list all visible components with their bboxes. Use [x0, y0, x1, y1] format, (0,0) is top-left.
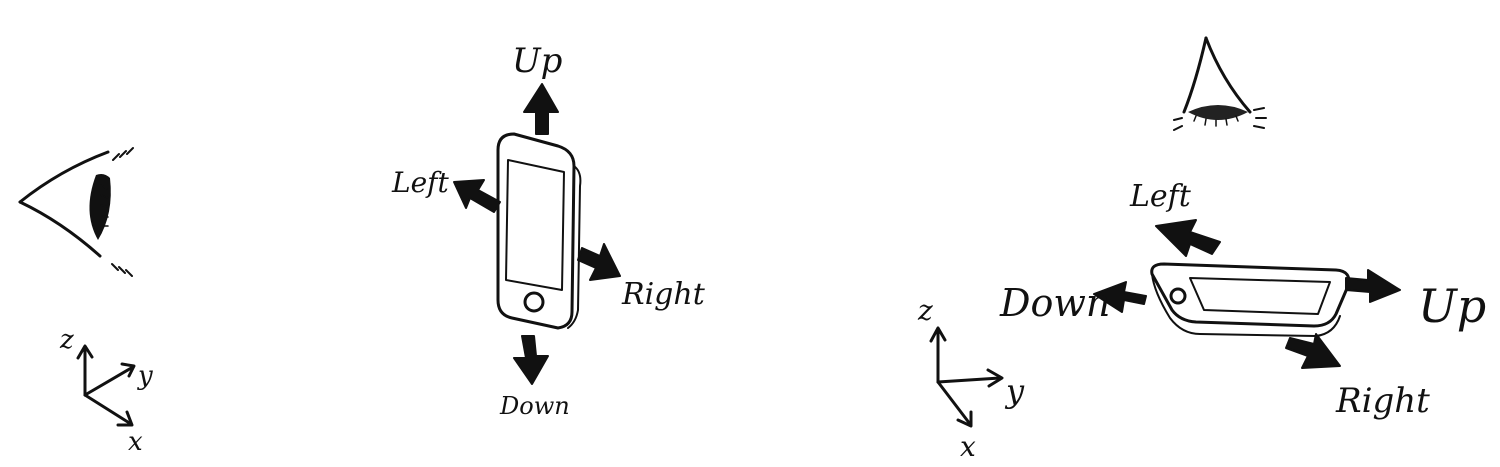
arrow-up: [523, 83, 559, 135]
label-right: Right: [621, 277, 706, 312]
axis-y-label: y: [1004, 372, 1025, 410]
arrow-up: [1345, 269, 1401, 303]
label-left: Left: [391, 166, 450, 199]
label-up: Up: [1418, 279, 1486, 333]
arrow-left: [453, 179, 501, 213]
arrow-down: [1093, 281, 1147, 313]
axes-left: z y x: [59, 325, 153, 457]
axis-z-label: z: [917, 294, 933, 327]
arrow-right: [577, 243, 621, 281]
label-down: Down: [499, 392, 570, 420]
eye-side-icon: [18, 147, 134, 277]
axis-x-label: x: [960, 430, 976, 463]
axes-right: z y x: [917, 294, 1025, 463]
arrow-down: [513, 335, 549, 385]
label-left: Left: [1129, 179, 1192, 214]
arrow-right: [1285, 333, 1341, 369]
phone-flat: [1150, 262, 1351, 337]
axis-z-label: z: [59, 325, 74, 355]
label-up: Up: [512, 41, 562, 81]
label-down: Down: [999, 281, 1110, 325]
axis-x-label: x: [128, 427, 143, 457]
arrow-left: [1155, 219, 1221, 257]
eye-top-icon: [1173, 36, 1267, 131]
left-panel: z y x Up Left Right Down: [18, 41, 706, 457]
label-right: Right: [1335, 381, 1430, 421]
axis-y-label: y: [137, 361, 153, 391]
phone-upright: [496, 132, 582, 330]
right-panel: z y x Left Down Up Right: [917, 36, 1486, 463]
